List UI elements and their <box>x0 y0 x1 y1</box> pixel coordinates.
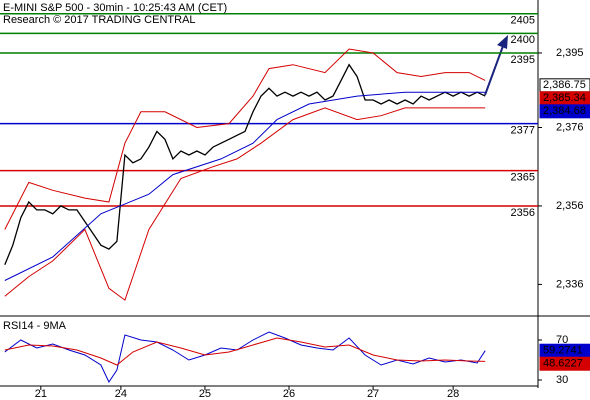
series-line <box>4 107 486 301</box>
price-tag-label: 59.2741 <box>543 345 583 357</box>
x-tick-label: 26 <box>283 388 295 400</box>
chart-subtitle: Research © 2017 TRADING CENTRAL <box>3 14 196 26</box>
x-tick-label: 21 <box>35 388 47 400</box>
series-line <box>4 63 486 266</box>
level-label: 2395 <box>511 54 535 66</box>
level-label: 2405 <box>511 15 535 27</box>
chart-title: RSI14 - 9MA <box>3 320 67 332</box>
x-tick-label: 28 <box>447 388 459 400</box>
y-tick-label: 2,376 <box>556 121 584 133</box>
projection-arrow-head <box>497 35 508 49</box>
price-tag-label: 2,386.75 <box>543 79 586 91</box>
y-tick-label: 30 <box>556 374 568 386</box>
x-tick-label: 25 <box>199 388 211 400</box>
y-tick-label: 70 <box>556 334 568 346</box>
price-tag <box>539 356 590 371</box>
price-tag-label: 2,385.34 <box>543 92 586 104</box>
series-line <box>4 48 486 230</box>
y-tick-label: 2,336 <box>556 278 584 290</box>
series-line <box>4 91 486 281</box>
level-label: 2377 <box>511 124 535 136</box>
price-tag <box>539 104 590 119</box>
level-label: 2400 <box>511 34 535 46</box>
projection-arrow <box>484 45 504 96</box>
level-label: 2365 <box>511 172 535 184</box>
level-label: 2356 <box>511 207 535 219</box>
y-tick-label: 2,356 <box>556 200 584 212</box>
chart-title: E-MINI S&P 500 - 30min - 10:25:43 AM (CE… <box>3 2 227 14</box>
x-tick-label: 24 <box>115 388 127 400</box>
y-tick-label: 2,395 <box>556 47 584 59</box>
series-line <box>4 337 486 366</box>
price-tag-label: 2,384.68 <box>543 105 586 117</box>
x-tick-label: 27 <box>367 388 379 400</box>
price-tag-label: 48.6227 <box>543 358 583 370</box>
